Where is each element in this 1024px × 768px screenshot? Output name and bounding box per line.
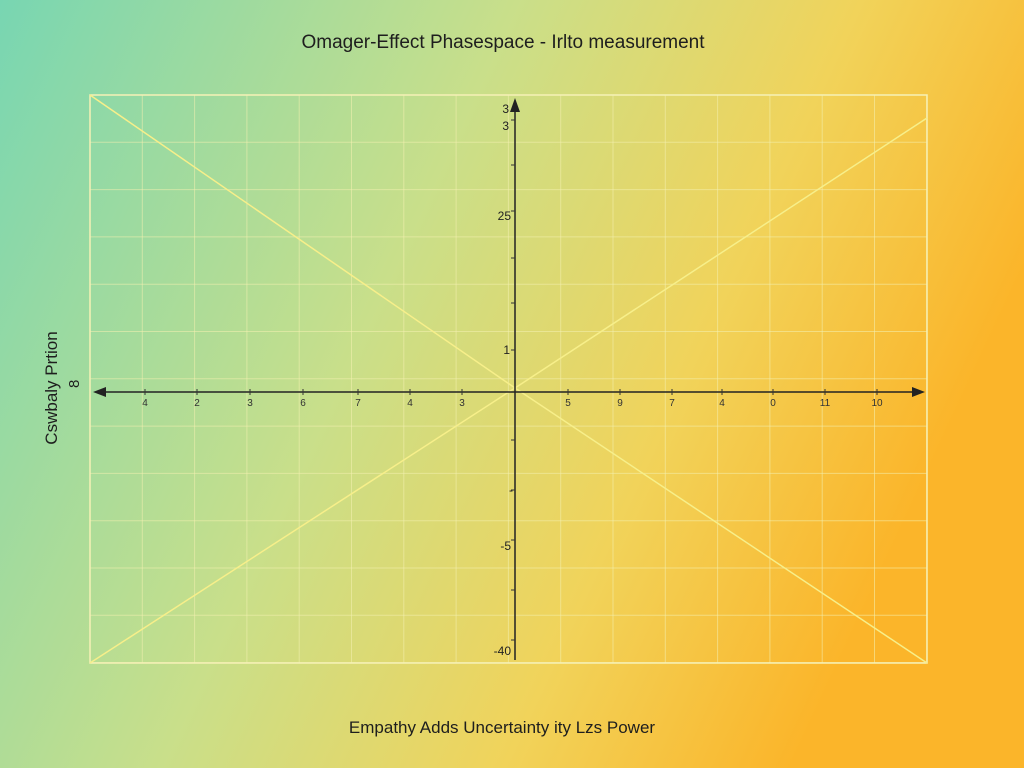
x-tick-label: 6: [300, 398, 306, 409]
grid: [90, 95, 928, 664]
x-tick-labels: 4 2 3 6 7 4 3 5 9 7 4 0 11 10: [142, 398, 883, 409]
plot-frame: [89, 94, 928, 664]
y-tick-label: 3: [502, 102, 509, 116]
x-tick-label: 5: [565, 398, 571, 409]
x-tick-label: 4: [407, 398, 413, 409]
arrowhead: [93, 387, 106, 397]
y-tick-label: 25: [498, 209, 512, 223]
arrowhead: [912, 387, 925, 397]
y-tick-label: -: [509, 483, 513, 497]
axis-ticks: [144, 119, 878, 641]
x-tick-label: 7: [669, 398, 675, 409]
y-axis-label: Cswbaly Prtion 8: [42, 331, 83, 444]
x-tick-label: 4: [142, 398, 148, 409]
x-tick-label: 9: [617, 398, 623, 409]
x-tick-label: 11: [820, 398, 831, 409]
y-tick-label: -5: [500, 539, 511, 553]
x-tick-label: 3: [459, 398, 465, 409]
x-tick-label: 0: [770, 398, 776, 409]
y-tick-label: -40: [494, 644, 512, 658]
y-axis-label-line: 8: [66, 380, 83, 388]
x-tick-label: 3: [247, 398, 253, 409]
arrowhead: [510, 98, 520, 112]
x-tick-label: 10: [871, 398, 883, 409]
y-axis-label-line: Cswbaly Prtion: [42, 331, 61, 444]
footer: Empathy Adds Uncertainty ity Lzs Power: [349, 718, 655, 737]
y-tick-label: 1: [503, 343, 510, 357]
x-tick-label: 7: [355, 398, 361, 409]
x-tick-label: 4: [719, 398, 725, 409]
title: Omager-Effect Phasespace - Irlto measure…: [301, 32, 705, 53]
x-tick-label: 2: [194, 398, 200, 409]
y-tick-label: 3: [502, 119, 509, 133]
